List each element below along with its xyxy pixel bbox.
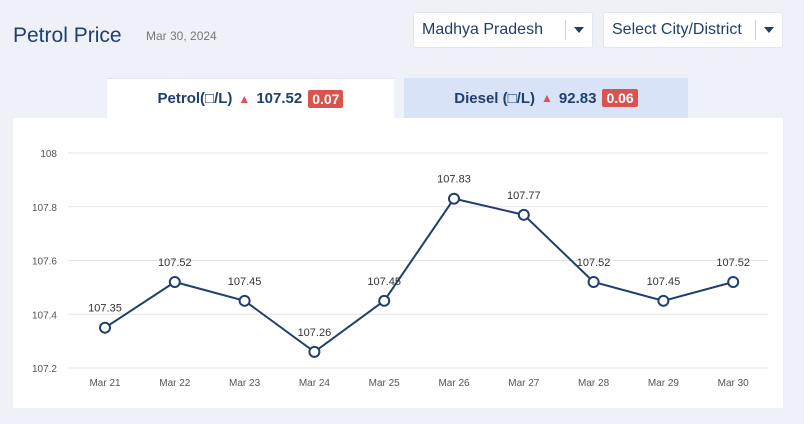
state-select[interactable]: Madhya Pradesh — [413, 12, 593, 48]
series-line — [104, 197, 734, 354]
tab-diesel-price: 92.83 — [558, 89, 597, 107]
data-point — [517, 208, 530, 221]
y-tick-label: 107.2 — [32, 364, 57, 375]
x-tick-label: Mar 27 — [508, 378, 540, 389]
chevron-down-icon[interactable] — [756, 27, 782, 33]
x-tick-label: Mar 28 — [578, 378, 610, 389]
data-point — [448, 192, 460, 205]
y-tick-label: 107.4 — [32, 310, 57, 321]
data-point — [378, 294, 391, 307]
data-point — [587, 276, 600, 288]
data-point — [727, 276, 740, 288]
x-tick-label: Mar 23 — [229, 378, 261, 389]
x-tick-label: Mar 26 — [438, 378, 470, 389]
price-up-icon: ▲ — [238, 91, 251, 106]
page-title: Petrol Price — [13, 24, 122, 47]
state-select-value: Madhya Pradesh — [422, 21, 543, 38]
data-label: 107.45 — [647, 276, 681, 288]
city-select[interactable]: Select City/District — [603, 12, 783, 48]
tab-diesel[interactable]: Diesel (□/L) ▲ 92.83 0.06 — [404, 78, 688, 118]
price-line-chart: 107.2 107.4 107.6 107.8 108 Mar 21 Mar 22 Mar 2… — [32, 149, 768, 389]
tab-diesel-change-badge: 0.06 — [602, 89, 638, 107]
chart-panel: 107.2 107.4 107.6 107.8 108 Mar 21 Mar 22 Mar 2… — [13, 118, 783, 408]
x-tick-label: Mar 30 — [718, 378, 750, 389]
data-point — [99, 321, 111, 334]
x-tick-label: Mar 24 — [299, 378, 331, 389]
data-point — [657, 294, 670, 307]
x-tick-label: Mar 22 — [159, 378, 191, 389]
data-label: 107.77 — [507, 190, 541, 202]
y-tick-label: 108 — [40, 149, 57, 160]
tab-petrol-price: 107.52 — [256, 90, 303, 107]
data-label: 107.26 — [298, 327, 332, 339]
y-tick-label: 107.6 — [32, 257, 57, 268]
data-label: 107.52 — [158, 257, 192, 269]
chevron-down-icon[interactable] — [566, 27, 592, 33]
tab-petrol[interactable]: Petrol(□/L) ▲ 107.52 0.07 — [107, 78, 394, 118]
select-divider — [565, 20, 566, 40]
price-up-icon: ▲ — [541, 91, 553, 105]
data-label: 107.45 — [228, 276, 262, 288]
select-divider — [755, 20, 756, 40]
y-tick-label: 107.8 — [32, 203, 57, 214]
data-label: 107.35 — [88, 303, 122, 315]
page-date: Mar 30, 2024 — [146, 29, 217, 43]
data-point — [168, 276, 181, 288]
x-tick-label: Mar 21 — [89, 378, 121, 389]
tab-diesel-label: Diesel (□/L) — [454, 89, 536, 107]
data-point — [308, 345, 321, 358]
tab-petrol-change-badge: 0.07 — [308, 89, 344, 108]
x-tick-label: Mar 25 — [369, 378, 401, 389]
data-label: 107.83 — [437, 174, 471, 186]
city-select-value: Select City/District — [612, 21, 742, 38]
data-label: 107.52 — [716, 257, 750, 269]
data-point — [238, 294, 251, 307]
tab-petrol-label: Petrol(□/L) — [157, 90, 233, 107]
x-tick-label: Mar 29 — [648, 378, 680, 389]
data-label: 107.45 — [367, 276, 401, 288]
data-label: 107.52 — [577, 257, 611, 269]
